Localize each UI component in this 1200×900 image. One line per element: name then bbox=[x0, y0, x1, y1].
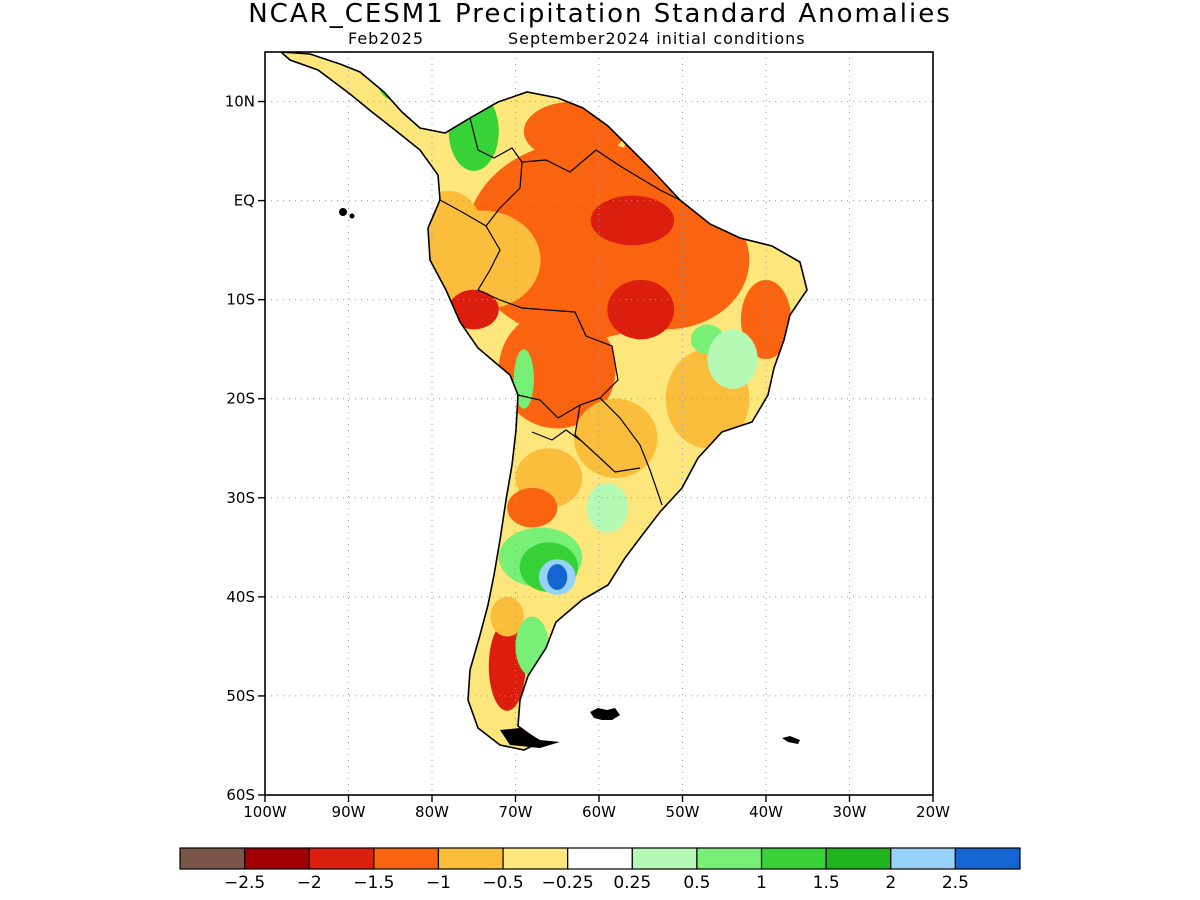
map-title: NCAR_CESM1 Precipitation Standard Anomal… bbox=[248, 0, 952, 29]
anomaly-region bbox=[586, 482, 629, 533]
colorbar-label: −1.5 bbox=[353, 873, 394, 893]
lat-tick-label: EQ bbox=[234, 192, 255, 210]
anomaly-region bbox=[740, 279, 792, 360]
lat-tick-label: 20S bbox=[226, 390, 255, 408]
lat-tick-label: 10S bbox=[226, 291, 255, 309]
anomaly-region bbox=[707, 329, 758, 389]
colorbar-swatch bbox=[373, 847, 440, 870]
galapagos-islands bbox=[339, 208, 347, 216]
country-borders bbox=[439, 117, 681, 506]
valid-month-label: Feb2025 bbox=[348, 29, 425, 48]
colorbar-label: 1.5 bbox=[813, 873, 840, 893]
anomaly-region bbox=[490, 596, 524, 637]
anomaly-region bbox=[573, 398, 658, 478]
lon-tick-label: 80W bbox=[415, 803, 449, 821]
colorbar-swatch bbox=[308, 847, 375, 870]
lon-tick-label: 90W bbox=[332, 803, 366, 821]
lon-tick-label: 30W bbox=[833, 803, 867, 821]
colorbar-label: −2.5 bbox=[224, 873, 265, 893]
lat-tick-label: 60S bbox=[226, 786, 255, 804]
colorbar-label: −0.25 bbox=[542, 873, 594, 893]
lat-tick-label: 10N bbox=[225, 93, 255, 111]
lon-tick-label: 20W bbox=[916, 803, 950, 821]
longitude-axis: 100W 90W 80W 70W 60W 50W 40W 30W 20W bbox=[243, 795, 950, 821]
anomaly-region bbox=[507, 487, 558, 528]
anomaly-region bbox=[590, 195, 675, 246]
latitude-axis: 10N EQ 10S 20S 30S 40S 50S 60S bbox=[225, 93, 265, 804]
colorbar-swatch bbox=[567, 847, 633, 870]
anomaly-region bbox=[547, 564, 568, 590]
colorbar-swatch bbox=[696, 847, 763, 870]
colorbar-swatch bbox=[825, 847, 892, 870]
colorbar-label: 2 bbox=[885, 873, 896, 893]
colorbar-label: 1 bbox=[756, 873, 767, 893]
coastline bbox=[279, 52, 808, 751]
colorbar-swatch bbox=[760, 847, 827, 870]
colorbar: −2.5 −2 −1.5 −1 −0.5 −0.25 0.25 0.5 1 1.5 2 2.5 bbox=[179, 847, 1021, 893]
south-georgia bbox=[782, 736, 800, 744]
colorbar-label: −1 bbox=[426, 873, 451, 893]
colorbar-swatch bbox=[631, 847, 698, 870]
lat-tick-label: 40S bbox=[226, 588, 255, 606]
tierra-del-fuego bbox=[500, 728, 560, 748]
colorbar-swatch bbox=[890, 847, 956, 870]
lon-tick-label: 70W bbox=[499, 803, 533, 821]
lat-tick-label: 30S bbox=[226, 489, 255, 507]
colorbar-label: 2.5 bbox=[942, 873, 969, 893]
lon-tick-label: 100W bbox=[243, 803, 287, 821]
colorbar-swatch bbox=[179, 847, 246, 870]
falkland-islands bbox=[590, 708, 620, 720]
colorbar-label: −2 bbox=[297, 873, 322, 893]
lon-tick-label: 40W bbox=[749, 803, 783, 821]
colorbar-swatch bbox=[437, 847, 504, 870]
colorbar-label: 0.5 bbox=[683, 873, 710, 893]
lat-tick-label: 50S bbox=[226, 687, 255, 705]
colorbar-label: −0.5 bbox=[482, 873, 523, 893]
colorbar-swatch bbox=[954, 847, 1021, 870]
islands bbox=[339, 208, 800, 748]
lon-tick-label: 60W bbox=[582, 803, 616, 821]
colorbar-swatch bbox=[502, 847, 569, 870]
anomaly-region bbox=[513, 349, 534, 409]
colorbar-label: 0.25 bbox=[613, 873, 651, 893]
anomaly-region bbox=[448, 289, 499, 330]
anomaly-region bbox=[607, 279, 675, 340]
initial-conditions-label: September2024 initial conditions bbox=[508, 29, 806, 48]
lon-tick-label: 50W bbox=[666, 803, 700, 821]
colorbar-swatch bbox=[244, 847, 310, 870]
